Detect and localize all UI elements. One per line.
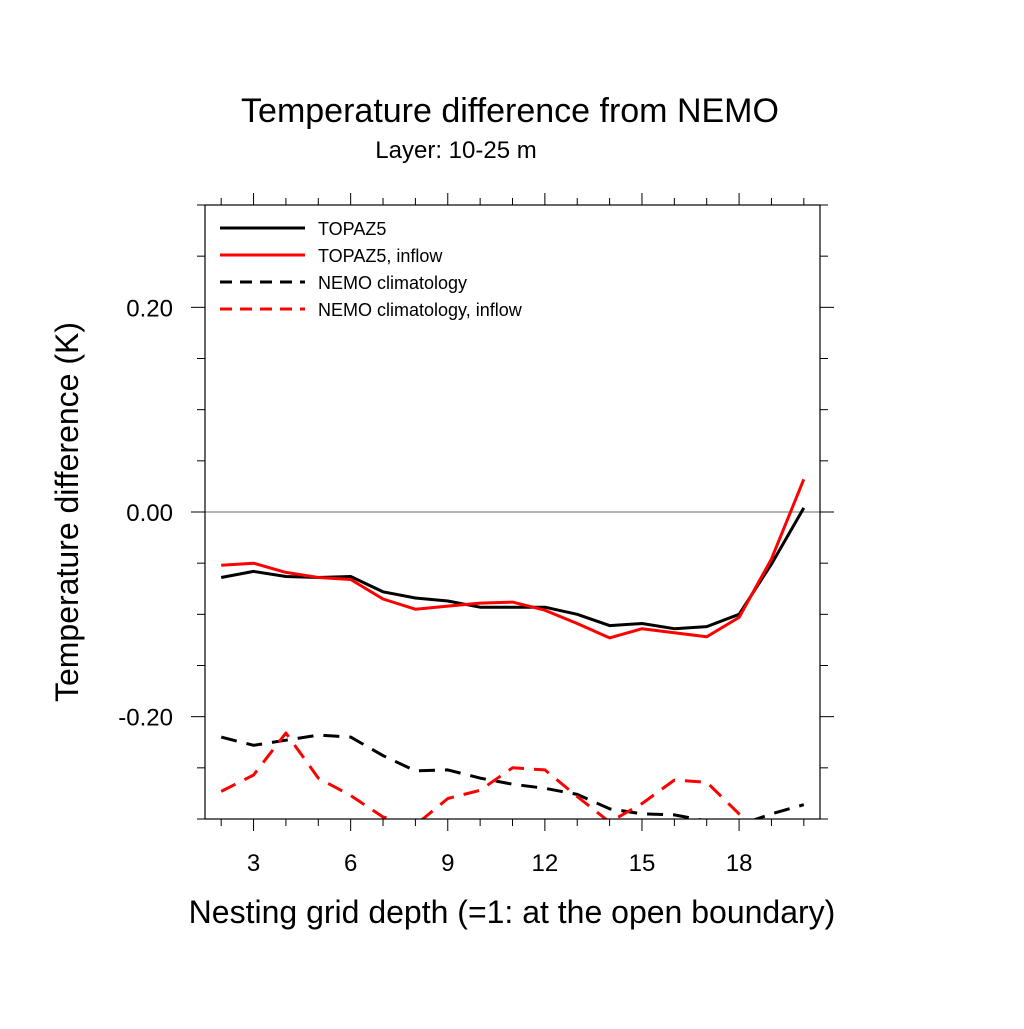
x-tick-label: 15 xyxy=(629,850,656,877)
y-tick-label: -0.20 xyxy=(118,705,173,732)
legend-label-2: NEMO climatology xyxy=(318,273,467,293)
chart-title: Temperature difference from NEMO xyxy=(241,92,779,130)
series-line-0 xyxy=(220,507,806,631)
legend: TOPAZ5 TOPAZ5, inflow NEMO climatology NEMO… xyxy=(220,219,523,320)
y-tick-label: 0.20 xyxy=(126,295,173,322)
y-tick-label: 0.00 xyxy=(126,500,173,527)
axes-layer: 3 6 9 12 15 18 0.20 0.00 -0.20 xyxy=(118,193,834,877)
x-tick-label: 6 xyxy=(344,850,357,877)
series-line-2 xyxy=(220,733,805,819)
series-line-3 xyxy=(220,731,750,819)
chart-subtitle: Layer: 10-25 m xyxy=(375,137,536,164)
x-axis-label: Nesting grid depth (=1: at the open boun… xyxy=(189,894,836,930)
x-tick-label: 9 xyxy=(441,850,454,877)
legend-label-0: TOPAZ5 xyxy=(318,219,386,239)
x-tick-label: 12 xyxy=(532,850,559,877)
series-layer xyxy=(220,478,806,819)
y-axis-label: Temperature difference (K) xyxy=(49,322,85,702)
x-tick-label: 18 xyxy=(726,850,753,877)
x-tick-label: 3 xyxy=(247,850,260,877)
legend-label-1: TOPAZ5, inflow xyxy=(318,246,443,266)
legend-label-3: NEMO climatology, inflow xyxy=(318,300,523,320)
series-line-1 xyxy=(221,478,806,640)
